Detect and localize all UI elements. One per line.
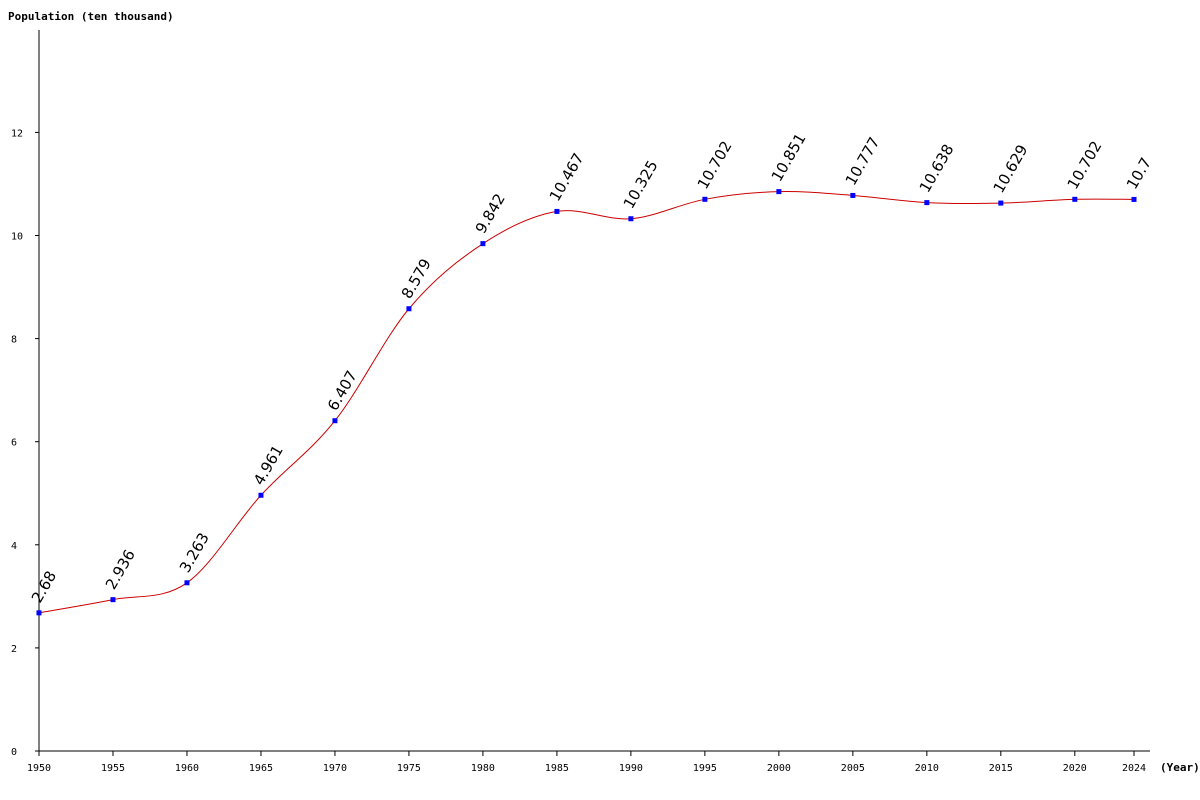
y-tick-label: 6: [11, 438, 17, 449]
data-point-label: 10.7: [1123, 154, 1155, 192]
data-point-label: 3.263: [176, 530, 213, 576]
data-point-label: 4.961: [250, 442, 287, 488]
y-tick-label: 8: [11, 335, 17, 346]
x-tick-label: 1965: [249, 763, 273, 774]
data-point-label: 8.579: [398, 256, 435, 302]
x-tick-label: 1950: [27, 763, 51, 774]
data-point-label: 10.702: [694, 138, 736, 192]
x-tick-label: 2024: [1122, 763, 1146, 774]
data-point-marker: [406, 306, 412, 312]
data-point-label: 10.851: [768, 130, 810, 184]
y-tick-label: 10: [11, 232, 23, 243]
x-tick-label: 2000: [767, 763, 791, 774]
data-point-marker: [776, 189, 782, 195]
data-point-marker: [924, 200, 930, 206]
data-point-marker: [702, 196, 708, 202]
y-tick-label: 12: [11, 128, 23, 139]
x-tick-label: 1990: [619, 763, 643, 774]
y-axis-ticks: 0 2 4 6 8 10 12: [11, 128, 39, 758]
x-tick-label: 2020: [1063, 763, 1087, 774]
data-point-marker: [36, 610, 42, 616]
data-point-labels: 2.68 2.936 3.2634.9616.4078.5799.84210.467…: [28, 130, 1155, 606]
data-point-marker: [554, 208, 560, 214]
axes: [38, 30, 1150, 752]
y-axis-title: Population (ten thousand): [8, 10, 174, 23]
data-point-marker: [628, 216, 634, 222]
x-tick-label: 1960: [175, 763, 199, 774]
y-tick-label: 0: [11, 747, 17, 758]
data-point-label: 2.936: [102, 546, 139, 592]
y-tick-label: 2: [11, 644, 17, 655]
x-tick-label: 2015: [989, 763, 1013, 774]
data-point-label: 10.467: [546, 150, 588, 204]
x-tick-label: 2010: [915, 763, 939, 774]
data-point-marker: [480, 241, 486, 247]
x-axis-ticks: 1950 1955 1960 1965 1970 1975 1980 1985 1990 1995…: [27, 751, 1146, 774]
x-tick-label: 1980: [471, 763, 495, 774]
x-tick-label: 2005: [841, 763, 865, 774]
data-point-marker: [1072, 196, 1078, 202]
data-point-marker: [1131, 196, 1137, 202]
data-point-marker: [110, 597, 116, 603]
data-point-label: 10.777: [842, 134, 884, 188]
data-point-marker: [850, 192, 856, 198]
data-point-label: 10.629: [990, 142, 1032, 196]
data-point-marker: [258, 492, 264, 498]
data-point-label: 10.702: [1064, 138, 1106, 192]
data-point-label: 2.68: [28, 568, 60, 606]
data-point-marker: [332, 418, 338, 424]
x-tick-label: 1955: [101, 763, 125, 774]
y-tick-label: 4: [11, 541, 17, 552]
x-tick-label: 1970: [323, 763, 347, 774]
data-point-marker: [184, 580, 190, 586]
data-point-label: 10.325: [620, 157, 662, 211]
data-point-label: 9.842: [472, 190, 509, 236]
x-tick-label: 1985: [545, 763, 569, 774]
data-point-label: 10.638: [916, 141, 958, 195]
data-point-markers: [36, 189, 1137, 616]
x-axis-title: (Year): [1160, 761, 1200, 774]
x-tick-label: 1995: [693, 763, 717, 774]
x-tick-label: 1975: [397, 763, 421, 774]
data-point-marker: [998, 200, 1004, 206]
